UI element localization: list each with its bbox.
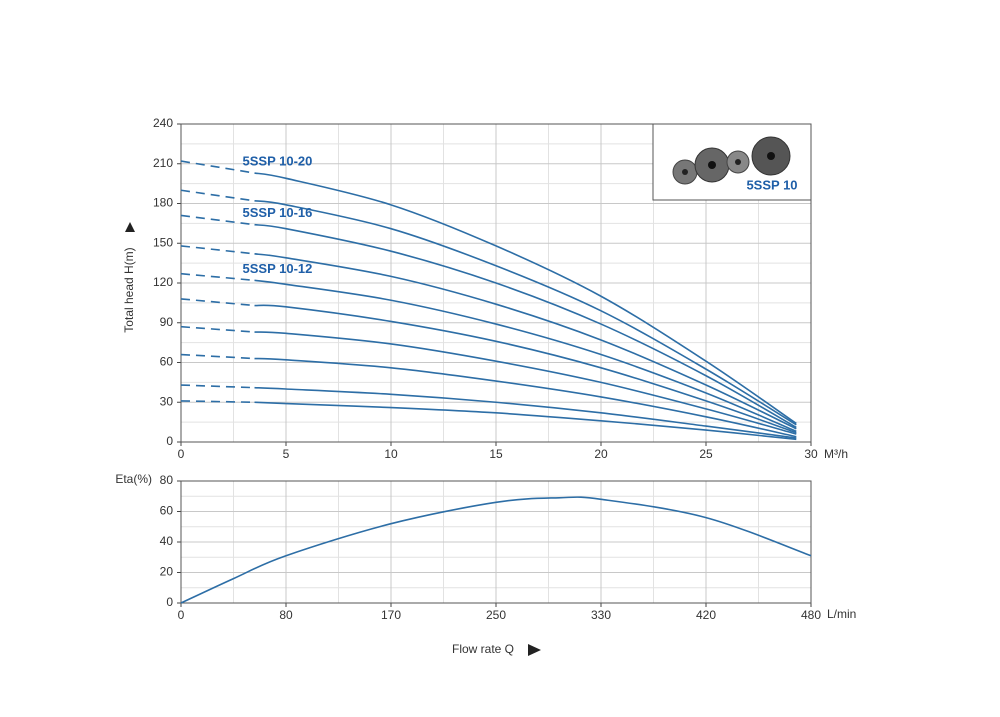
y-tick-label: 30 <box>160 394 174 408</box>
plot-frame <box>180 123 812 443</box>
impeller-photo <box>672 136 791 185</box>
x-tick-label: 15 <box>489 447 503 461</box>
y-tick-label: 80 <box>160 473 174 487</box>
inset-label: 5SSP 10 <box>746 177 797 192</box>
x-tick-label: 330 <box>591 608 611 622</box>
x-tick-label: 170 <box>381 608 401 622</box>
x-tick-label: 0 <box>178 447 185 461</box>
y-tick-label: 150 <box>153 235 173 249</box>
x-tick-label: 250 <box>486 608 506 622</box>
curve <box>254 279 797 433</box>
y-tick-label: 90 <box>160 315 174 329</box>
x-unit: L/min <box>827 607 856 621</box>
curve <box>254 253 797 430</box>
curve <box>254 200 797 426</box>
curve-extrapolated <box>180 189 255 202</box>
y-axis-title: Total head H(m) <box>122 247 136 332</box>
x-tick-label: 25 <box>699 447 713 461</box>
y-tick-label: 20 <box>160 565 174 579</box>
curve-extrapolated <box>180 353 255 360</box>
x-tick-label: 420 <box>696 608 716 622</box>
curve <box>254 223 797 429</box>
x-tick-label: 80 <box>279 608 293 622</box>
curve <box>180 496 812 604</box>
curve-extrapolated <box>180 272 255 282</box>
curve <box>254 304 797 434</box>
x-tick-label: 10 <box>384 447 398 461</box>
curve-extrapolated <box>180 384 255 389</box>
curve-extrapolated <box>180 245 255 255</box>
curve-extrapolated <box>180 298 255 307</box>
panel: 0 5 10 15 20 25 30 0 30 60 90 120 150 180 210 240 5SSP 1… <box>153 116 818 461</box>
y-tick-label: 120 <box>153 275 173 289</box>
x-tick-label: 0 <box>178 608 185 622</box>
y-tick-label: 210 <box>153 156 173 170</box>
x-axis-title: Flow rate Q <box>452 642 514 656</box>
curve-extrapolated <box>180 400 255 404</box>
curve <box>254 331 797 435</box>
axis-arrow <box>125 222 135 232</box>
curve-extrapolated <box>180 325 255 333</box>
curve-extrapolated <box>180 160 255 174</box>
y-tick-label: 0 <box>166 434 173 448</box>
y-tick-label: 240 <box>153 116 173 130</box>
y-tick-label: 60 <box>160 355 174 369</box>
panel: 0 80 170 250 330 420 480 0 20 40 60 80 <box>160 473 822 622</box>
x-tick-label: 5 <box>283 447 290 461</box>
plot-frame <box>180 480 812 604</box>
y-tick-label: 60 <box>160 504 174 518</box>
curve <box>254 172 797 425</box>
y-axis-title: Eta(%) <box>115 472 152 486</box>
curve <box>254 386 797 439</box>
x-tick-label: 30 <box>804 447 818 461</box>
series-label: 5SSP 10-20 <box>243 153 313 168</box>
curve <box>254 401 797 441</box>
axis-arrow <box>528 644 541 656</box>
series-label: 5SSP 10-12 <box>243 261 313 276</box>
x-tick-label: 480 <box>801 608 821 622</box>
y-tick-label: 180 <box>153 196 173 210</box>
y-tick-label: 0 <box>166 595 173 609</box>
x-unit: M³/h <box>824 447 848 461</box>
x-tick-label: 20 <box>594 447 608 461</box>
y-tick-label: 40 <box>160 534 174 548</box>
curve <box>254 357 797 438</box>
curve-extrapolated <box>180 214 255 226</box>
series-label: 5SSP 10-16 <box>243 205 313 220</box>
